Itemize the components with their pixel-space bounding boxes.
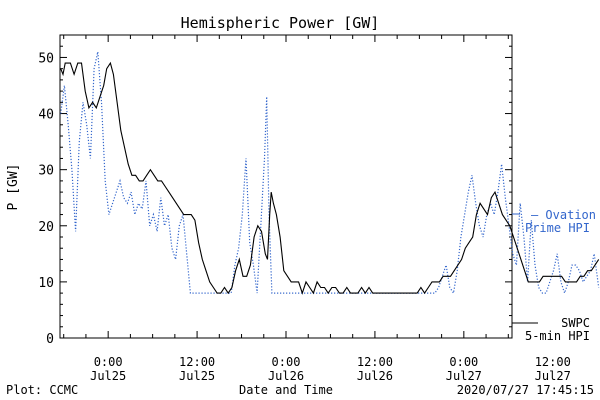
x-tick-date-label: Jul26 — [268, 369, 304, 383]
plot-timestamp: 2020/07/27 17:45:15 — [457, 383, 594, 397]
legend-ovation-label-2: Prime HPI — [525, 221, 590, 235]
y-tick-label: 40 — [38, 108, 54, 123]
series-ovation-line — [60, 51, 600, 296]
x-tick-time-label: 0:00 — [449, 355, 478, 369]
x-tick-time-label: 12:00 — [179, 355, 215, 369]
y-tick-label: 30 — [38, 164, 54, 179]
x-axis-label: Date and Time — [239, 383, 333, 397]
y-tick-label: 10 — [38, 276, 54, 291]
chart-title: Hemispheric Power [GW] — [181, 14, 380, 32]
x-tick-time-label: 12:00 — [357, 355, 393, 369]
y-axis: 0 10 20 30 40 50 — [38, 34, 512, 347]
x-tick-date-label: Jul27 — [446, 369, 482, 383]
x-tick-time-label: 0:00 — [94, 355, 123, 369]
plot-credit: Plot: CCMC — [6, 383, 78, 397]
x-tick-date-label: Jul25 — [90, 369, 126, 383]
y-tick-label: 20 — [38, 220, 54, 235]
series-swpc-line — [60, 61, 600, 295]
y-tick-label: 50 — [38, 51, 54, 66]
x-tick-date-label: Jul27 — [535, 369, 571, 383]
x-tick-time-label: 0:00 — [272, 355, 301, 369]
x-axis: 0:00Jul2512:00Jul250:00Jul2612:00Jul260:… — [63, 35, 571, 383]
x-tick-date-label: Jul25 — [179, 369, 215, 383]
legend-swpc-label-2: 5-min HPI — [525, 329, 590, 343]
plot-frame — [59, 34, 513, 339]
legend-swpc-label-1: SWPC — [561, 316, 590, 330]
y-axis-label: P [GW] — [6, 164, 21, 211]
series-layer — [60, 51, 600, 296]
x-tick-time-label: 12:00 — [535, 355, 571, 369]
y-tick-label: 0 — [46, 332, 54, 347]
x-tick-date-label: Jul26 — [357, 369, 393, 383]
legend-ovation-label-1: — Ovation — [531, 208, 596, 222]
